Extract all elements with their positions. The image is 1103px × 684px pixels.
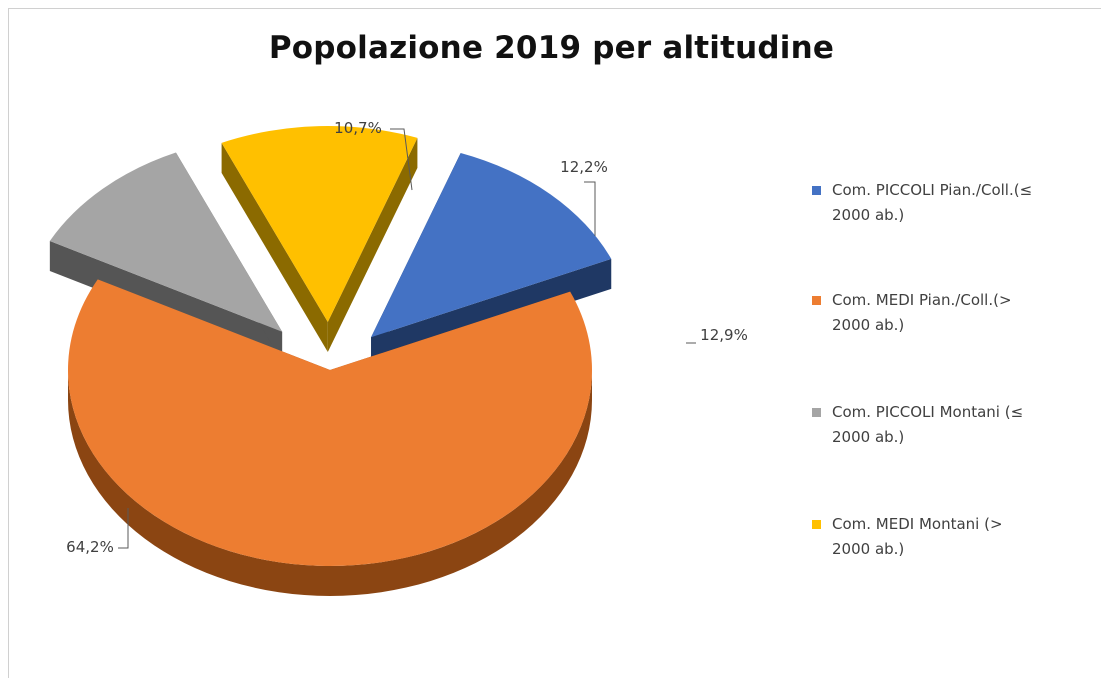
legend-label-line: Com. MEDI Pian./Coll.(>: [832, 291, 1012, 309]
chart-frame: [8, 8, 1101, 678]
legend-swatch: [812, 408, 821, 417]
data-label: 64,2%: [66, 538, 114, 556]
legend-label-line: Com. PICCOLI Montani (≤: [832, 403, 1024, 421]
pie-slice: [221, 126, 418, 323]
legend-label-line: 2000 ab.): [832, 206, 905, 224]
pie-slice-face: [327, 137, 418, 353]
data-label: 10,7%: [334, 119, 382, 137]
leader-line: [118, 508, 129, 549]
data-label: 12,2%: [560, 158, 608, 176]
pie-slice: [371, 153, 612, 338]
legend-label-line: 2000 ab.): [832, 540, 905, 558]
legend-item: Com. MEDI Montani (> 2000 ab.): [812, 512, 1003, 562]
legend-item: Com. PICCOLI Pian./Coll.(≤ 2000 ab.): [812, 178, 1032, 228]
legend-label-line: Com. MEDI Montani (>: [832, 515, 1003, 533]
legend-label-line: 2000 ab.): [832, 428, 905, 446]
legend-swatch: [812, 186, 821, 195]
leader-line: [584, 181, 596, 236]
legend-swatch: [812, 296, 821, 305]
legend-label-line: 2000 ab.): [832, 316, 905, 334]
chart-title: Popolazione 2019 per altitudine: [268, 30, 835, 66]
legend-item: Com. MEDI Pian./Coll.(> 2000 ab.): [812, 288, 1012, 338]
data-label: 12,9%: [700, 326, 748, 344]
leader-line: [390, 128, 413, 191]
legend-item: Com. PICCOLI Montani (≤ 2000 ab.): [812, 400, 1023, 450]
pie-slice-face: [221, 142, 328, 353]
legend-label-line: Com. PICCOLI Pian./Coll.(≤: [832, 181, 1033, 199]
legend-swatch: [812, 520, 821, 529]
pie-slice: [49, 152, 283, 332]
pie-slice: [68, 279, 593, 566]
